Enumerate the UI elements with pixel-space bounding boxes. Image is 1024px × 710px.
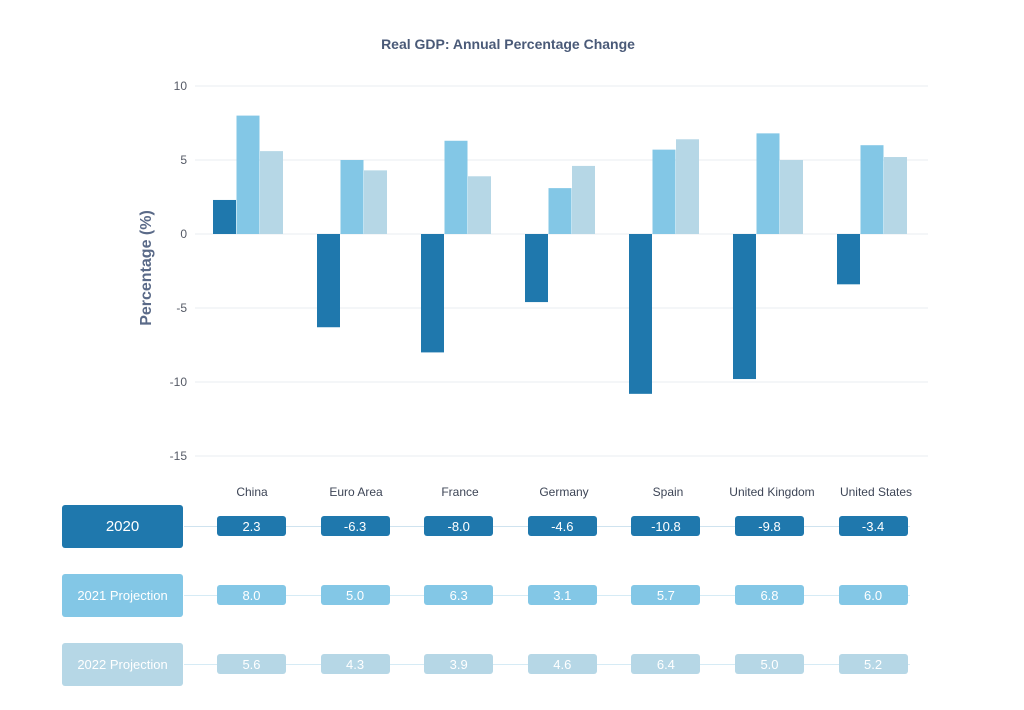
bar-2020 <box>525 234 548 303</box>
data-label: -3.4 <box>838 516 908 536</box>
data-label: 6.3 <box>424 585 494 605</box>
data-label: 2.3 <box>217 516 286 536</box>
table-row-label: 2021 Projection <box>62 574 183 617</box>
bar-2022-projection <box>468 176 491 234</box>
bar-2022-projection <box>780 160 803 234</box>
data-label: 5.0 <box>735 654 804 674</box>
category-label: Germany <box>539 485 588 499</box>
category-label: France <box>441 485 479 499</box>
bar-2020 <box>213 199 236 234</box>
data-label: 4.6 <box>527 654 597 674</box>
bar-2022-projection <box>676 139 699 234</box>
data-label: -9.8 <box>735 516 804 536</box>
data-label: -10.8 <box>631 516 701 536</box>
y-tick-label: 5 <box>180 153 187 167</box>
bar-2021-projection <box>236 115 260 234</box>
table-row-label: 2022 Projection <box>62 643 183 686</box>
y-axis-label: Percentage (%) <box>138 210 155 326</box>
data-label: 3.9 <box>424 654 494 674</box>
data-label: -6.3 <box>320 516 390 536</box>
bar-2022-projection <box>572 165 595 234</box>
category-label: Spain <box>653 485 684 499</box>
category-label: China <box>236 485 268 499</box>
data-label: 5.6 <box>217 654 286 674</box>
data-label: -4.6 <box>527 516 597 536</box>
category-label: Euro Area <box>329 485 383 499</box>
bar-2022-projection <box>364 170 387 234</box>
bar-2021-projection <box>340 160 364 234</box>
y-tick-label: -10 <box>170 375 188 389</box>
bar-2020 <box>733 234 756 380</box>
y-tick-label: 10 <box>174 79 188 93</box>
category-label: United States <box>840 485 912 499</box>
data-label: 3.1 <box>527 585 597 605</box>
bar-2021-projection <box>756 133 780 234</box>
data-label: 5.7 <box>631 585 701 605</box>
data-label: 6.0 <box>838 585 908 605</box>
data-label: 6.4 <box>631 654 701 674</box>
data-label: 5.0 <box>320 585 390 605</box>
bar-2021-projection <box>652 149 676 234</box>
bar-2020 <box>837 234 860 285</box>
y-tick-label: -15 <box>170 449 188 463</box>
data-label: 5.2 <box>838 654 908 674</box>
data-label: -8.0 <box>424 516 494 536</box>
data-label: 6.8 <box>735 585 804 605</box>
y-tick-label: -5 <box>176 301 187 315</box>
table-row-label: 2020 <box>62 505 183 548</box>
bar-2022-projection <box>260 151 283 234</box>
y-tick-label: 0 <box>180 227 187 241</box>
bar-2020 <box>317 234 340 328</box>
bar-2021-projection <box>444 140 468 234</box>
category-label: United Kingdom <box>729 485 814 499</box>
data-label: 8.0 <box>217 585 286 605</box>
bar-2022-projection <box>884 157 907 234</box>
data-label: 4.3 <box>320 654 390 674</box>
chart-title: Real GDP: Annual Percentage Change <box>381 36 635 52</box>
bar-2021-projection <box>548 188 572 234</box>
bar-2020 <box>421 234 444 353</box>
bar-2020 <box>629 234 652 394</box>
bar-2021-projection <box>860 145 884 234</box>
